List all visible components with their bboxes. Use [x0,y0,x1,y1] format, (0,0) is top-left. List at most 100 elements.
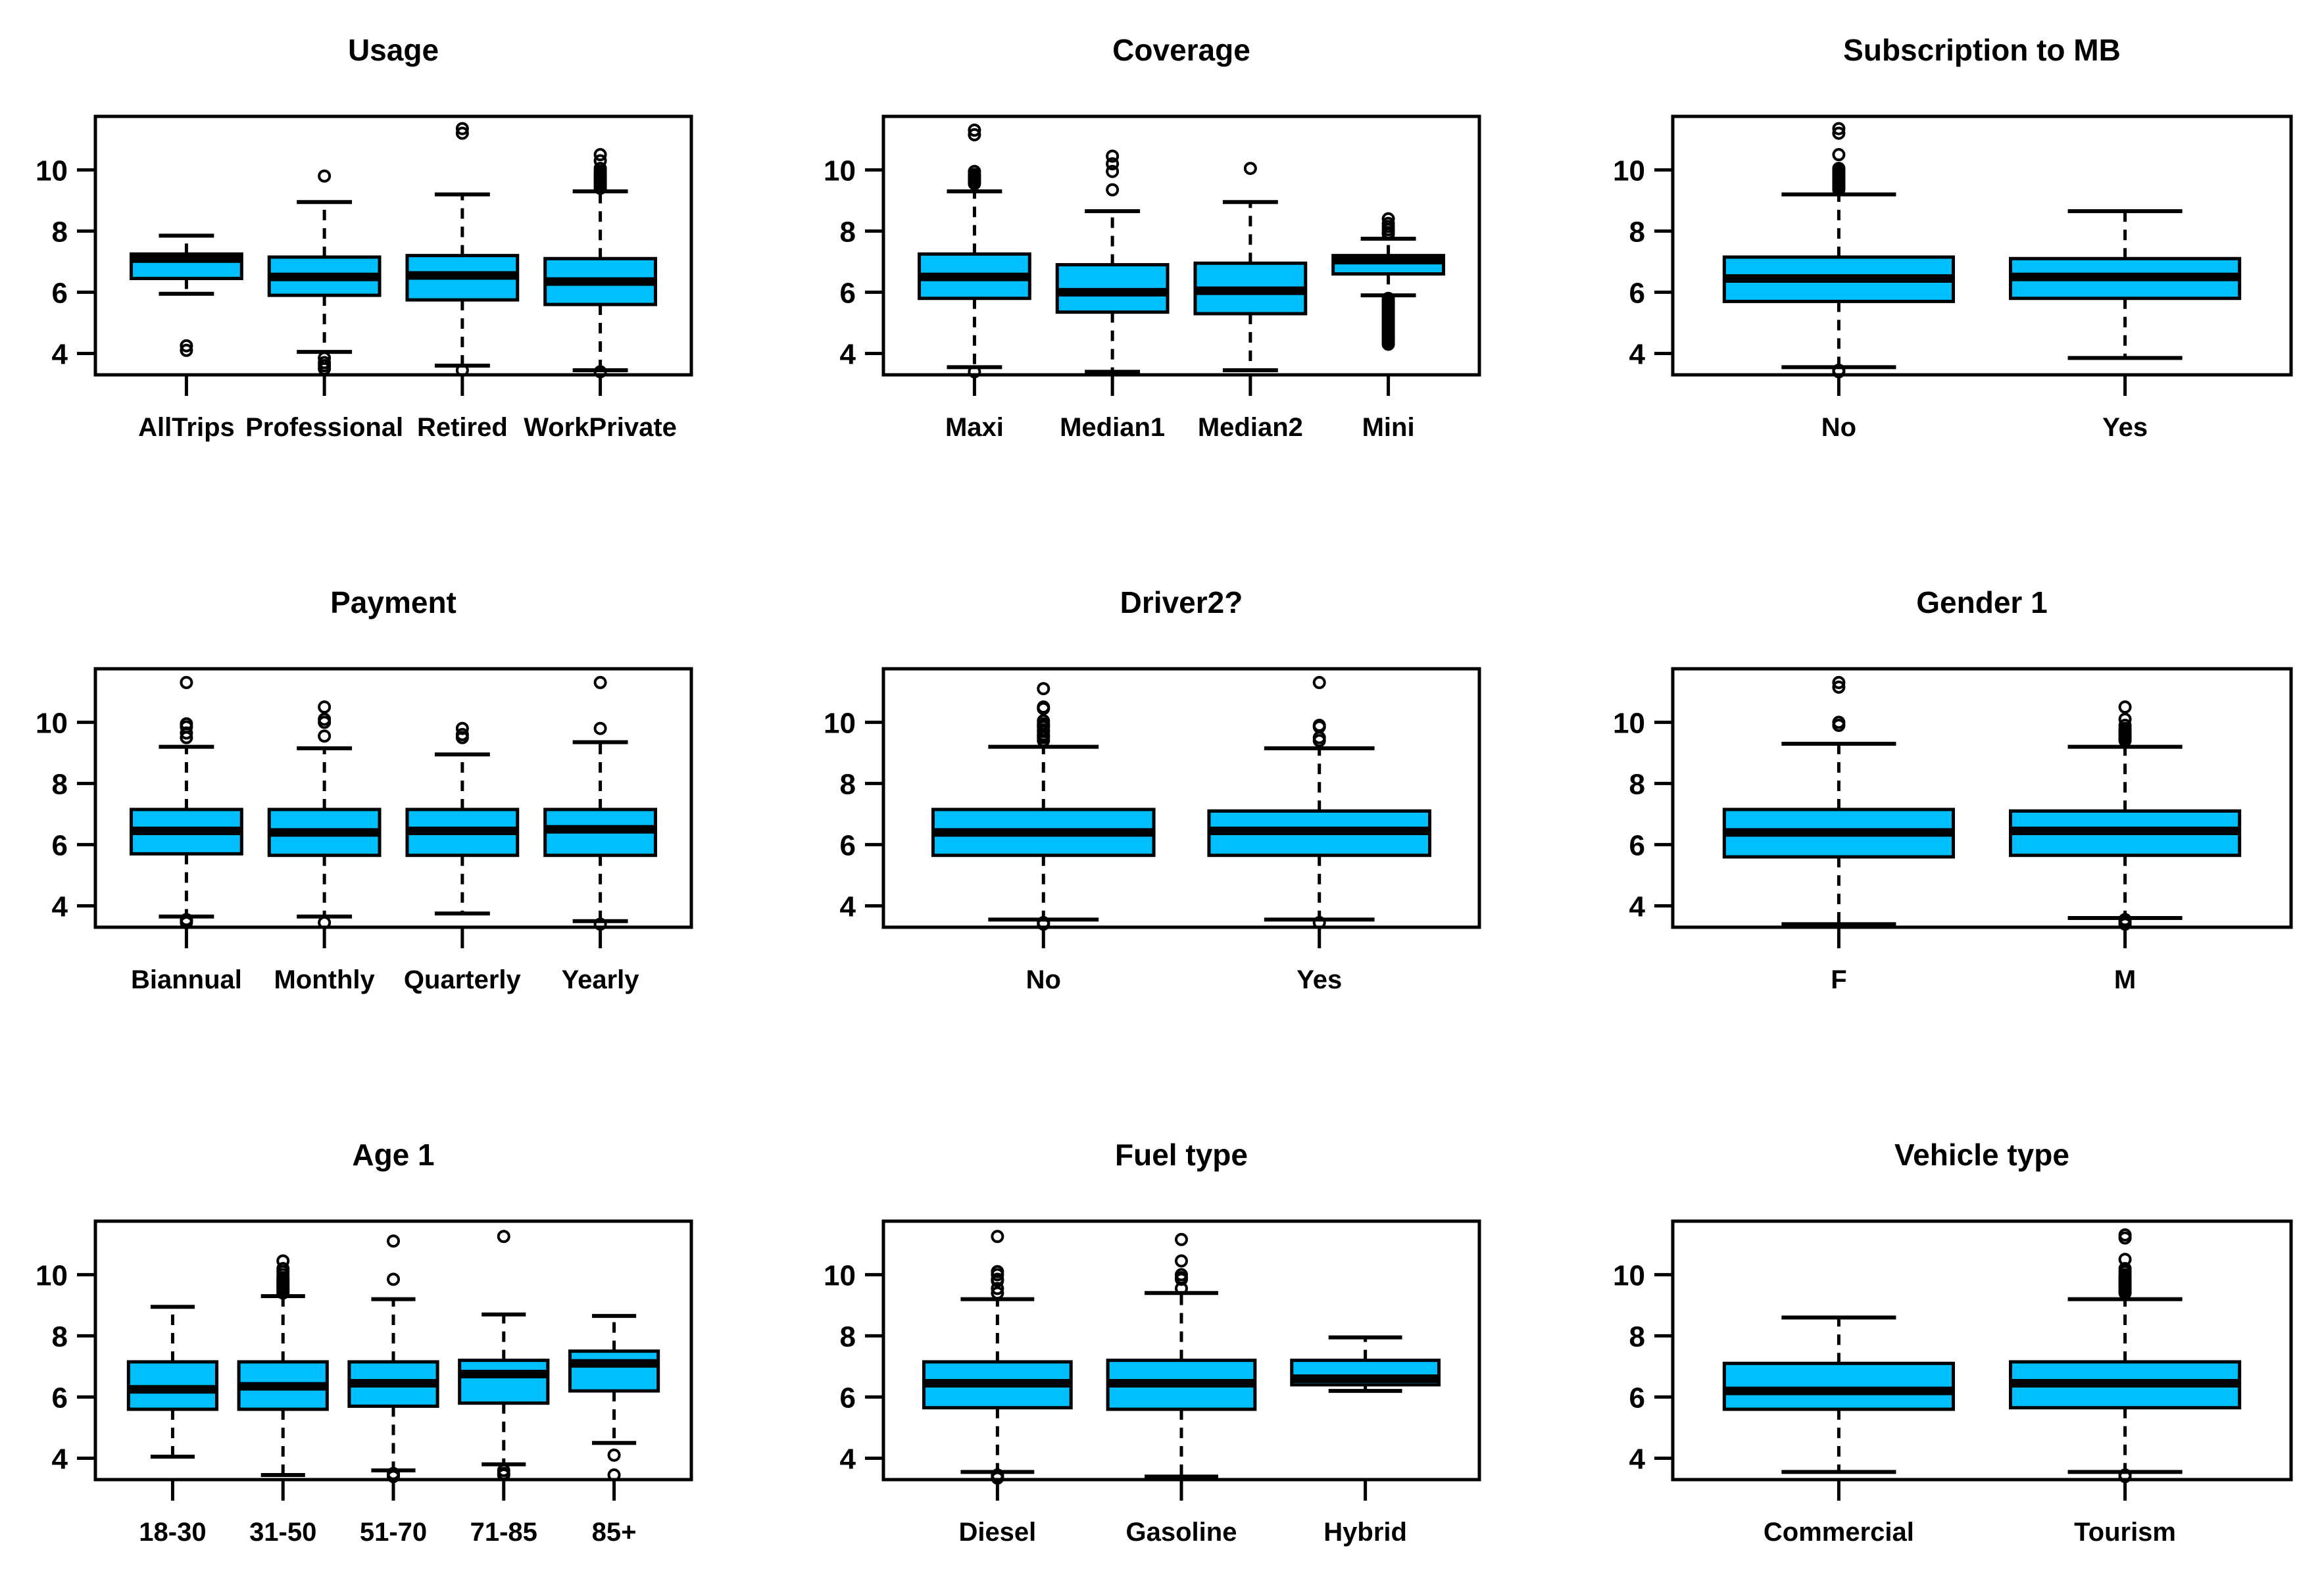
outlier-point [318,712,332,726]
outlier-point [318,729,332,743]
outlier-point [1106,149,1120,163]
outlier-point [180,717,193,731]
outlier-point [180,726,193,740]
y-axis-tick-label: 6 [840,277,856,309]
box-group-gasoline: Gasoline [1106,1232,1257,1547]
outlier-point [455,727,469,741]
box-group-median1: Median1 [1055,149,1170,442]
category-label: 51-70 [360,1518,427,1547]
plot-border [1671,1219,2293,1482]
outlier-point [1312,675,1326,689]
box-group-yes: Yes [1207,675,1431,994]
outlier-point [2118,719,2132,733]
subplot-usage: Usage 4 6 8 10 AllTrips Professional Retired Wor… [36,33,693,442]
outlier-point [1106,183,1120,197]
outlier-point [276,1262,290,1276]
outlier-point [1381,212,1395,226]
box-group-yearly: Yearly [543,675,657,994]
category-label: M [2114,965,2136,994]
category-label: Mini [1362,413,1415,442]
subplot-fuel-type: Fuel type 4 6 8 10 Diesel Gasoline Hybrid [824,1138,1481,1547]
y-axis-tick-label: 6 [1629,829,1645,861]
y-axis-tick-label: 6 [840,829,856,861]
subplot-title: Subscription to MB [1843,33,2121,67]
y-axis-tick-label: 8 [840,768,856,800]
y-axis-tick-label: 6 [840,1382,856,1414]
outlier-point [497,1230,510,1244]
y-axis-tick-label: 4 [1629,890,1646,923]
outlier-point [1832,675,1846,689]
y-axis-tick-label: 10 [1613,155,1645,187]
y-axis-tick-label: 10 [36,155,68,187]
category-label: Yes [2102,413,2148,442]
outlier-point [318,362,332,375]
outlier-point [455,721,469,735]
subplot-subscription-to-mb: Subscription to MB 4 6 8 10 No Yes [1613,33,2293,442]
plot-border [881,114,1481,377]
outlier-point [455,126,469,140]
box-group-18-30: 18-30 [126,1305,219,1547]
outlier-point [1832,680,1846,694]
box-group-diesel: Diesel [922,1230,1073,1547]
box-group-maxi: Maxi [918,123,1031,442]
category-label: 18-30 [139,1518,206,1547]
category-label: Diesel [958,1518,1036,1547]
outlier-point [2118,712,2132,726]
outlier-point [968,164,981,178]
category-label: No [1026,965,1061,994]
outlier-point [1832,162,1846,176]
category-label: Gasoline [1126,1518,1237,1547]
box-group-biannual: Biannual [130,675,243,994]
outlier-point [607,1448,621,1462]
outlier-point [968,123,981,137]
y-axis-tick-label: 6 [52,1382,68,1414]
category-label: Retired [417,413,508,442]
y-axis-tick-label: 4 [52,1443,68,1475]
y-axis-tick-label: 4 [52,890,68,923]
box-group-51-70: 51-70 [347,1234,439,1547]
outlier-point [180,675,193,689]
y-axis-tick-label: 8 [1629,216,1645,248]
plot-border [1671,114,2293,377]
outlier-point [593,148,607,162]
outlier-point [593,162,607,176]
outlier-point [1832,715,1846,729]
subplot-title: Gender 1 [1916,585,2047,619]
outlier-point [455,122,469,135]
category-label: Biannual [131,965,242,994]
category-label: Maxi [945,413,1004,442]
box-group-monthly: Monthly [267,700,382,994]
box-group-retired: Retired [405,122,520,442]
box-group-31-50: 31-50 [237,1254,329,1547]
outlier-point [2118,1262,2132,1276]
subplot-vehicle-type: Vehicle type 4 6 8 10 Commercial Tourism [1613,1138,2293,1547]
y-axis-tick-label: 10 [36,1259,68,1292]
category-label: 85+ [592,1518,637,1547]
iqr-box [568,1349,660,1393]
outlier-point [1312,719,1326,733]
box-group-mini: Mini [1331,212,1445,442]
outlier-point [1175,1268,1188,1282]
outlier-point [1037,682,1050,696]
y-axis-tick-label: 10 [824,155,856,187]
subplot-title: Fuel type [1115,1138,1248,1172]
category-label: Monthly [274,965,375,994]
outlier-point [276,1254,290,1268]
box-group-71-85: 71-85 [458,1230,550,1547]
category-label: Tourism [2074,1518,2176,1547]
outlier-point [1832,122,1846,135]
outlier-point [1037,714,1050,728]
subplot-title: Payment [330,585,457,619]
outlier-point [1106,157,1120,171]
plot-border [93,114,693,377]
y-axis-tick-label: 6 [52,277,68,309]
outlier-point [593,675,607,689]
y-axis-tick-label: 6 [1629,1382,1645,1414]
category-label: 71-85 [470,1518,537,1547]
box-group-workprivate: WorkPrivate [524,148,677,442]
y-axis-tick-label: 8 [52,216,68,248]
y-axis-tick-label: 8 [1629,768,1645,800]
outlier-point [1832,148,1846,162]
